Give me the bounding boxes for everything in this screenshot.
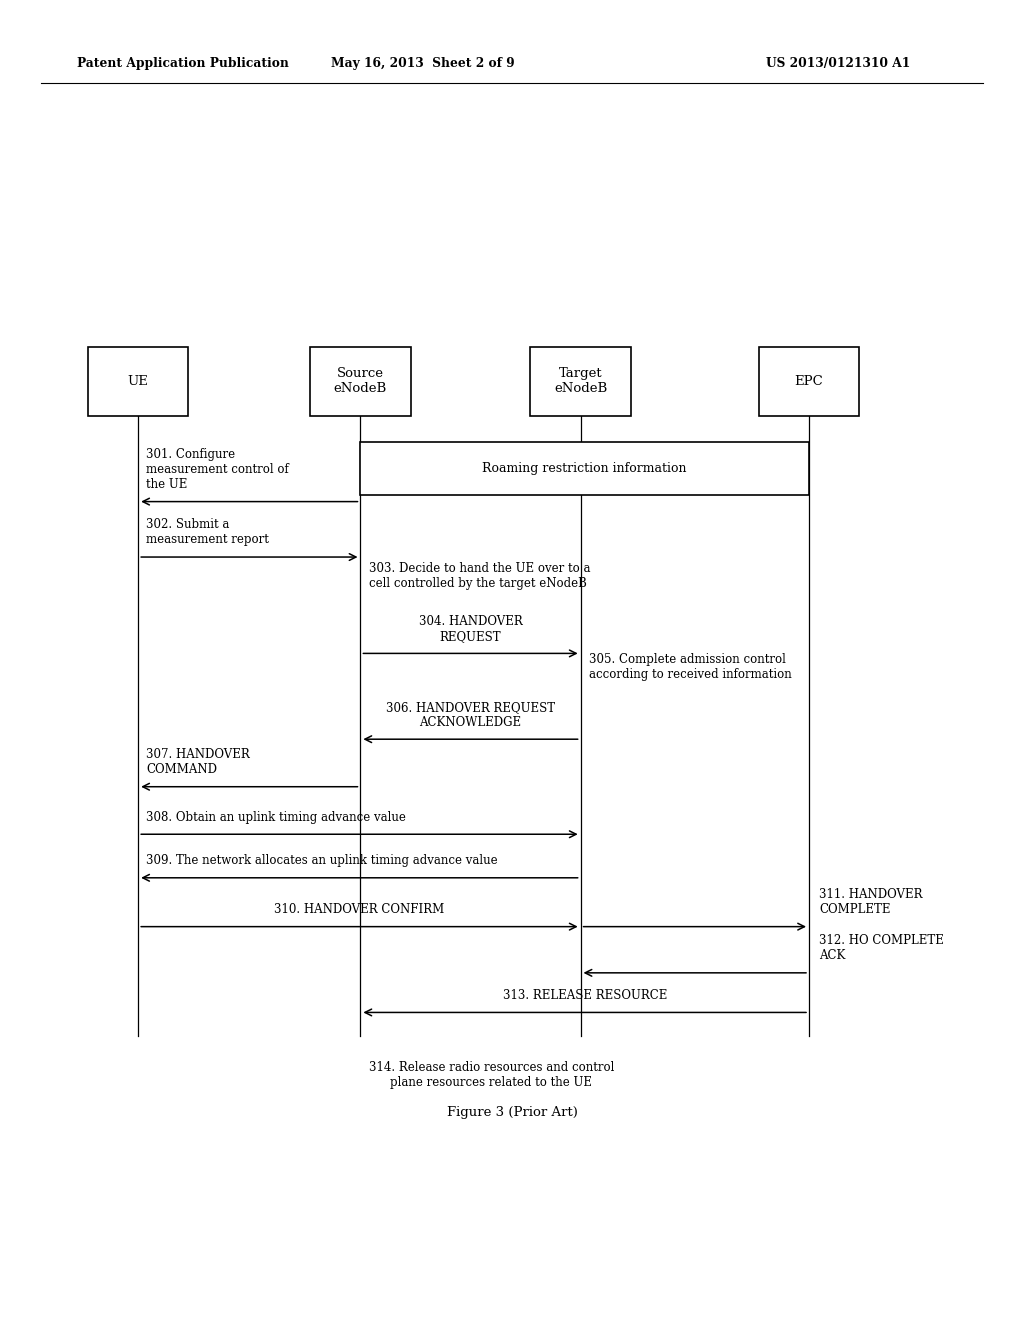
Text: 304. HANDOVER
REQUEST: 304. HANDOVER REQUEST: [419, 615, 522, 643]
Text: 308. Obtain an uplink timing advance value: 308. Obtain an uplink timing advance val…: [146, 810, 407, 824]
Text: 306. HANDOVER REQUEST
ACKNOWLEDGE: 306. HANDOVER REQUEST ACKNOWLEDGE: [386, 701, 555, 729]
Text: 309. The network allocates an uplink timing advance value: 309. The network allocates an uplink tim…: [146, 854, 498, 867]
Text: 314. Release radio resources and control
plane resources related to the UE: 314. Release radio resources and control…: [369, 1061, 614, 1089]
Bar: [360, 442, 809, 495]
Bar: [530, 347, 631, 416]
Text: EPC: EPC: [795, 375, 823, 388]
Text: 311. HANDOVER
COMPLETE: 311. HANDOVER COMPLETE: [819, 888, 923, 916]
Text: 303. Decide to hand the UE over to a
cell controlled by the target eNodeB: 303. Decide to hand the UE over to a cel…: [369, 562, 590, 590]
Text: 312. HO COMPLETE
ACK: 312. HO COMPLETE ACK: [819, 935, 944, 962]
Text: 313. RELEASE RESOURCE: 313. RELEASE RESOURCE: [503, 989, 667, 1002]
Text: US 2013/0121310 A1: US 2013/0121310 A1: [766, 57, 910, 70]
Text: Figure 3 (Prior Art): Figure 3 (Prior Art): [446, 1106, 578, 1119]
Text: Roaming restriction information: Roaming restriction information: [482, 462, 687, 475]
Text: 310. HANDOVER CONFIRM: 310. HANDOVER CONFIRM: [274, 903, 444, 916]
Bar: [310, 347, 411, 416]
Text: Target
eNodeB: Target eNodeB: [554, 367, 607, 396]
Text: UE: UE: [128, 375, 148, 388]
Text: 305. Complete admission control
according to received information: 305. Complete admission control accordin…: [589, 653, 792, 681]
Text: May 16, 2013  Sheet 2 of 9: May 16, 2013 Sheet 2 of 9: [331, 57, 515, 70]
Text: Source
eNodeB: Source eNodeB: [334, 367, 387, 396]
Text: 301. Configure
measurement control of
the UE: 301. Configure measurement control of th…: [146, 447, 289, 491]
Text: 307. HANDOVER
COMMAND: 307. HANDOVER COMMAND: [146, 748, 250, 776]
Bar: [88, 347, 188, 416]
Text: Patent Application Publication: Patent Application Publication: [77, 57, 289, 70]
Text: 302. Submit a
measurement report: 302. Submit a measurement report: [146, 519, 269, 546]
Bar: [759, 347, 859, 416]
